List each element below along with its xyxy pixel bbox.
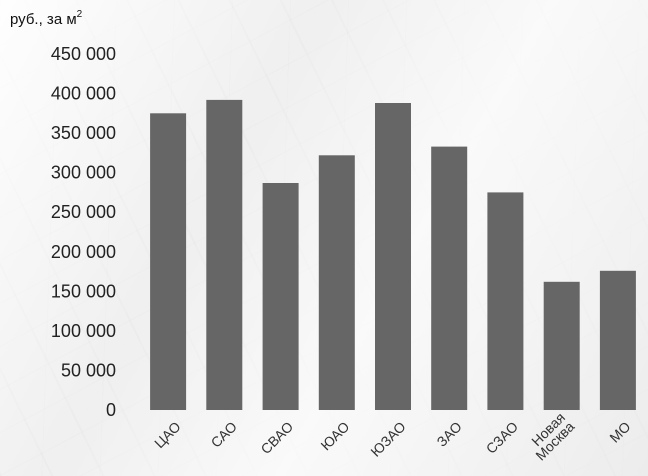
bar [375, 103, 411, 410]
y-tick-label: 400 000 [51, 84, 116, 104]
y-tick-label: 100 000 [51, 321, 116, 341]
bars [150, 99, 636, 411]
x-tick-label: ЦАО [151, 418, 184, 451]
bar [599, 270, 636, 410]
bar [543, 281, 580, 410]
y-tick-label: 250 000 [51, 202, 116, 222]
y-tick-label: 450 000 [51, 44, 116, 64]
x-tick-label: САО [208, 418, 240, 450]
unit-label-superscript: 2 [77, 9, 83, 20]
y-tick-label: 150 000 [51, 281, 116, 301]
y-tick-label: 0 [106, 400, 116, 420]
bar [487, 192, 524, 410]
bar [318, 155, 355, 410]
bar [262, 183, 299, 410]
bar [150, 113, 187, 411]
x-tick-label: ЮЗАО [367, 418, 408, 459]
x-tick-label: ЮАО [317, 418, 352, 453]
x-tick-label: МО [606, 418, 633, 445]
bar [206, 99, 243, 411]
x-axis: ЦАО САО СВАО ЮАО ЮЗАО ЗАО СЗАО НоваяМосква МО [151, 409, 634, 463]
x-tick-label: СЗАО [483, 418, 521, 456]
y-tick-label: 200 000 [51, 242, 116, 262]
unit-label: руб., за м2 [10, 9, 83, 28]
y-tick-label: 300 000 [51, 163, 116, 183]
y-tick-label: 50 000 [61, 360, 116, 380]
x-tick-label: НоваяМосква [523, 409, 577, 463]
x-tick-label: ЗАО [433, 418, 464, 449]
x-tick-label: СВАО [257, 418, 296, 457]
y-axis: 0 50 000 100 000 150 000 200 000 250 000 300 0… [51, 44, 116, 420]
unit-label-text: руб., за м [10, 11, 77, 28]
bar [431, 146, 468, 410]
y-tick-label: 350 000 [51, 123, 116, 143]
